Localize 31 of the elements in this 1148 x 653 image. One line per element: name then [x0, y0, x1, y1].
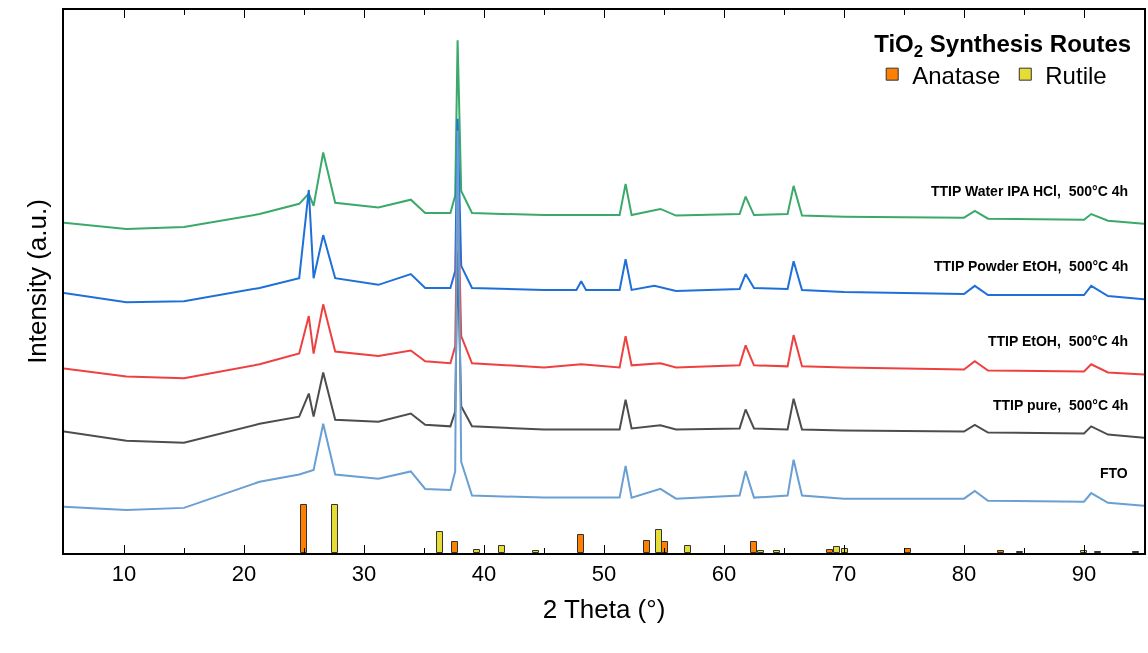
x-tick-label: 30 — [351, 561, 377, 587]
bar — [451, 541, 458, 553]
series-label: TTIP Water IPA HCl, 500°C 4h — [931, 183, 1128, 199]
bar — [532, 550, 539, 553]
legend-label: Anatase — [912, 61, 1001, 89]
bar — [498, 545, 505, 553]
x-tick-label: 50 — [591, 561, 617, 587]
bar — [331, 504, 338, 553]
bar — [473, 549, 480, 553]
x-tick-label: 60 — [711, 561, 737, 587]
y-axis-title: Intensity (a.u.) — [22, 199, 53, 364]
series-label: TTIP Powder EtOH, 500°C 4h — [934, 258, 1129, 274]
bar — [577, 534, 584, 553]
x-tick-label: 70 — [831, 561, 857, 587]
legend-label: Rutile — [1045, 61, 1107, 89]
x-tick-label: 10 — [111, 561, 137, 587]
bar — [643, 540, 650, 553]
x-tick-label: 40 — [471, 561, 497, 587]
series-label: TTIP pure, 500°C 4h — [993, 397, 1129, 413]
legend-title: TiO$_{2}$ Synthesis Routes — [874, 30, 1132, 62]
x-axis-title: 2 Theta (°) — [542, 594, 666, 625]
bar — [436, 531, 443, 553]
x-tick-label: 20 — [231, 561, 257, 587]
bar — [773, 550, 780, 553]
bar — [997, 550, 1004, 553]
x-tick-label: 80 — [951, 561, 977, 587]
bar — [300, 504, 307, 553]
x-tick-label: 90 — [1071, 561, 1097, 587]
bar — [684, 545, 691, 553]
series-label: TTIP EtOH, 500°C 4h — [988, 333, 1128, 349]
series-label: FTO — [1100, 465, 1128, 481]
